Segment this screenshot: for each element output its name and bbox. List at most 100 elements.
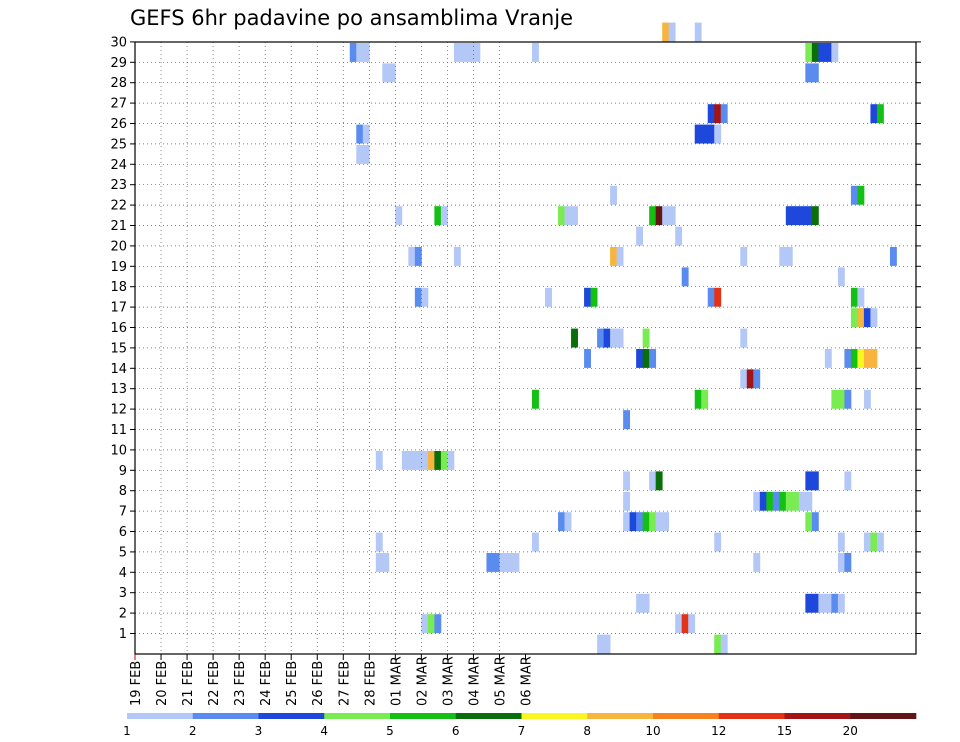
heatmap-cell	[870, 104, 878, 124]
x-tick-label: 06 MAR	[520, 656, 535, 706]
heatmap-cell	[837, 593, 845, 613]
heatmap-cell	[714, 104, 722, 124]
x-tick-label: 22 FEB	[207, 661, 222, 706]
heatmap-cell	[805, 63, 813, 83]
y-tick-label: 18	[110, 280, 127, 295]
heatmap-cell	[805, 206, 813, 226]
heatmap-cell	[870, 532, 878, 552]
colorbar-label: 1	[123, 724, 131, 738]
colorbar-label: 7	[518, 724, 526, 738]
heatmap-cell	[850, 287, 858, 307]
x-tick-label: 25 FEB	[285, 661, 300, 706]
y-tick-label: 28	[110, 76, 127, 91]
heatmap-cell	[597, 634, 604, 654]
heatmap-cell	[623, 410, 631, 430]
heatmap-cell	[707, 104, 715, 124]
heatmap-cell	[688, 614, 696, 634]
colorbar-label: 10	[645, 724, 660, 738]
heatmap-cell	[818, 593, 826, 613]
heatmap-cell	[805, 471, 813, 491]
heatmap-cell	[759, 491, 767, 511]
heatmap-cell	[362, 145, 370, 164]
y-tick-label: 30	[110, 35, 127, 50]
heatmap-cell	[532, 389, 539, 409]
heatmap-cell	[636, 512, 644, 532]
x-tick-label: 01 MAR	[389, 656, 404, 706]
heatmap-cell	[779, 491, 787, 511]
heatmap-cell	[610, 328, 618, 348]
heatmap-cell	[857, 349, 865, 368]
y-tick-label: 2	[119, 607, 127, 622]
heatmap-cell	[720, 634, 728, 654]
heatmap-cell	[753, 369, 761, 389]
heatmap-cell	[623, 512, 631, 532]
heatmap-cell	[655, 512, 663, 532]
heatmap-cell	[863, 389, 871, 409]
heatmap-cell	[870, 349, 878, 368]
heatmap-cell	[558, 512, 565, 532]
heatmap-cell	[558, 206, 565, 226]
y-tick-label: 10	[110, 443, 127, 458]
x-tick-label: 03 MAR	[441, 656, 456, 706]
colorbar-label: 5	[386, 724, 394, 738]
heatmap-cell	[512, 553, 520, 572]
heatmap-cell	[655, 206, 663, 226]
heatmap-cell	[811, 206, 819, 226]
heatmap-cell	[414, 287, 422, 307]
heatmap-cell	[837, 389, 845, 409]
colorbar-segment	[455, 713, 522, 719]
heatmap-cell	[857, 185, 865, 205]
colorbar-label: 20	[843, 724, 858, 738]
heatmap-cell	[824, 349, 832, 368]
heatmap-cell	[382, 553, 390, 572]
colorbar-segment	[258, 713, 325, 719]
chart-title: GEFS 6hr padavine po ansamblima Vranje	[130, 6, 574, 30]
x-tick-label: 19 FEB	[129, 661, 144, 706]
y-tick-label: 9	[119, 464, 127, 479]
heatmap-cell	[792, 491, 800, 511]
y-tick-label: 11	[110, 423, 127, 438]
heatmap-cell	[857, 308, 865, 328]
y-tick-label: 6	[119, 525, 127, 540]
heatmap-cell	[701, 389, 709, 409]
y-tick-label: 8	[119, 484, 127, 499]
heatmap-cell	[356, 145, 364, 164]
heatmap-cell	[740, 328, 748, 348]
x-tick-label: 23 FEB	[233, 661, 248, 706]
heatmap-cell	[675, 614, 683, 634]
heatmap-cell	[850, 185, 858, 205]
y-tick-label: 19	[110, 260, 127, 275]
heatmap-cell	[388, 63, 396, 83]
heatmap-cell	[440, 451, 448, 470]
heatmap-cell	[740, 369, 748, 389]
heatmap-cell	[590, 287, 598, 307]
heatmap-cell	[421, 287, 429, 307]
heatmap-cell	[447, 451, 455, 470]
heatmap-cell	[805, 512, 813, 532]
heatmap-cell	[753, 553, 761, 572]
heatmap-cell	[714, 532, 722, 552]
heatmap-cell	[681, 267, 689, 287]
y-tick-label: 13	[110, 382, 127, 397]
heatmap-cell	[740, 247, 748, 266]
heatmap-cell	[421, 451, 429, 470]
heatmap-cell	[421, 614, 429, 634]
heatmap-cell	[798, 206, 806, 226]
heatmap-cell	[571, 328, 578, 348]
heatmap-cell	[694, 22, 702, 42]
heatmap-cell	[681, 614, 689, 634]
heatmap-cell	[863, 532, 871, 552]
heatmap-cell	[375, 553, 383, 572]
heatmap-cell	[746, 369, 754, 389]
y-tick-label: 14	[110, 362, 127, 377]
heatmap-cell	[694, 389, 702, 409]
heatmap-cell	[616, 328, 624, 348]
heatmap-cell	[623, 471, 631, 491]
heatmap-cell	[649, 512, 657, 532]
heatmap-cell	[811, 593, 819, 613]
heatmap-cell	[811, 471, 819, 491]
heatmap-cell	[701, 124, 709, 144]
heatmap-cell	[863, 308, 871, 328]
y-tick-label: 16	[110, 321, 127, 336]
